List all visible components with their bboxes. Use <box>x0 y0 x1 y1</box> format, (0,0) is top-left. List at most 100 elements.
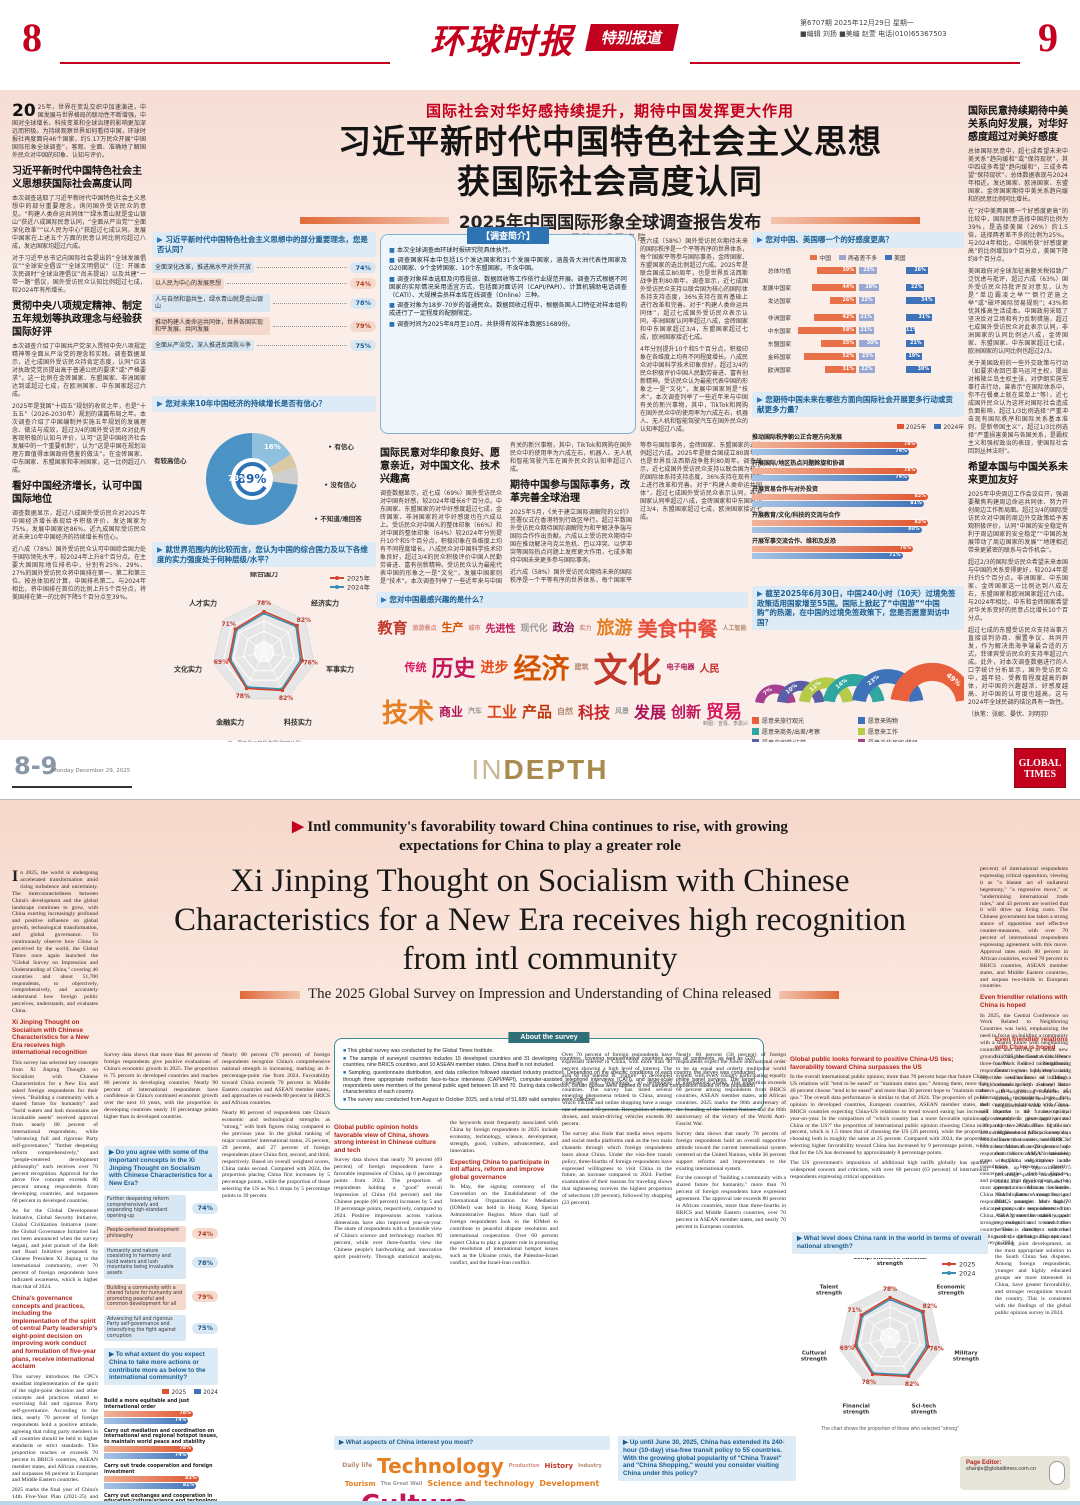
legend-item: 2025年 <box>896 422 926 431</box>
article-paragraph: 2025年是我国“十四五”规划的收官之年，也是“十五五”（2026-2030年）… <box>12 403 146 474</box>
action-bar: 74% <box>752 475 909 481</box>
article-paragraph: Nearly 60 percent (58 percent) of foreig… <box>676 1052 786 1128</box>
cloud-word: Industry <box>578 1462 602 1469</box>
article-paragraph: 20 25年，世界在变乱交织中加速演进，中国发展与世界格局的联动性不断增强，中国对… <box>12 101 146 160</box>
svg-text:69%: 69% <box>840 1344 854 1351</box>
favorability-row: 欧洲国家 31% 22% 30% <box>752 364 964 375</box>
en-column-9: Even friendlier relations with China is … <box>995 1032 1071 1452</box>
en-wordcloud: ▶ What aspects of China interest you mos… <box>334 1436 610 1505</box>
action-bar: 78% <box>104 1411 193 1417</box>
cloud-word: 建筑 <box>574 663 589 671</box>
about-survey-items: This global survey was conducted by the … <box>343 1048 755 1104</box>
list-item: The sample of surveyed countries include… <box>343 1056 755 1069</box>
action-bar-row: 开展教育/文化/科技的交流与合作 83% 80% <box>752 512 964 533</box>
chart-question: ▶ What level does China rank in the worl… <box>792 1232 988 1254</box>
bar-cell: 11% <box>906 326 958 334</box>
en-column-top-right: percent) of international respondents ex… <box>980 866 1068 1246</box>
action-bar: 78% <box>104 1446 193 1453</box>
bar-cell: 30% <box>859 339 903 347</box>
action-bar-row: 开展国际/地区热点问题斡旋和协调 78% 74% <box>752 460 964 481</box>
pill-bar-label: 以人民为中心的发展思想 <box>152 278 225 289</box>
cloud-word: 先进性 <box>485 623 516 635</box>
cloud-word: 自然 <box>557 706 573 716</box>
pill-bar-value: 79% <box>350 320 376 332</box>
pill-bar-row: Further deepening reform comprehensively… <box>104 1194 218 1222</box>
bar-cell: 26% <box>794 296 856 304</box>
cloud-word: 风景 <box>615 707 630 715</box>
leader-line <box>227 283 348 284</box>
pill-bar-label: People-centered development philosophy <box>104 1226 187 1242</box>
bar: 19% <box>906 352 922 360</box>
en-mid-columns: Global public opinion holds favorable vi… <box>334 1120 558 1428</box>
cloud-word: Tourism <box>344 1479 376 1488</box>
pill-bar-value: 78% <box>192 1257 218 1269</box>
pill-bar-value: 79% <box>192 1291 218 1303</box>
pill-bar-row: 全面从严治党，深入推进反腐败斗争 75% <box>152 340 376 351</box>
favorability-row: 东盟国家 35% 30% 21% <box>752 338 964 349</box>
row-label: 金砖国家 <box>767 354 791 361</box>
cloud-word: 美食中餐 <box>637 616 718 641</box>
bar: 22% <box>859 365 875 373</box>
cn-left-column: 20 25年，世界在变乱交织中加速演进，中国发展与世界格局的联动性不断增强，中国对… <box>12 101 146 732</box>
en-column-2: Survey data shows that more than 80 perc… <box>104 1052 218 1124</box>
special-report-badge: 特别报道 <box>585 24 679 51</box>
list-item: 调查对象样本选取及问卷投放、数据回收等工作依行业规范开展。调查方式根据不同国家的… <box>389 276 627 301</box>
action-bar: 78% <box>752 468 918 474</box>
pill-bar-row: 全面深化改革，推进高水平对外开放 74% <box>152 262 376 273</box>
article-heading: Xi Jinping Thought on Socialism with Chi… <box>12 1019 89 1057</box>
bar-cell: 21% <box>906 339 958 347</box>
cloud-word: History <box>544 1461 574 1470</box>
action-bar: 71% <box>752 553 903 559</box>
article-paragraph: 总体国际民意中，超七成希望未来中美关系“趋向缓和”或“保持现状”，其中四成多希望… <box>968 148 1068 203</box>
pill-bar-label: 全面深化改革，推进高水平对外开放 <box>152 262 255 273</box>
svg-text:78%: 78% <box>257 600 271 607</box>
chart-question: ▶ 您对中国、美国哪一个的好感度更高？ <box>752 232 964 248</box>
article-paragraph: Survey data shows that more than 80 perc… <box>104 1052 218 1121</box>
indepth-logo: INDEPTH <box>0 754 1080 786</box>
row-label: 总体均值 <box>767 268 791 275</box>
svg-text:2025: 2025 <box>959 1260 976 1268</box>
action-bar: 81% <box>104 1483 197 1490</box>
en-column-8: Global public looks forward to positive … <box>790 1052 988 1230</box>
action-bar-label: 开展军事交流合作、维和及反恐 <box>752 538 837 545</box>
row-label: 东盟国家 <box>767 341 791 348</box>
legend-item: 中国 <box>810 253 831 262</box>
list-item: 调查对象为18岁-70岁的普通民众。数据回收过程中，根据各国人口特征对样本组构成… <box>389 302 627 318</box>
legend-item: 愿意来商务/出差/考察 <box>752 727 858 736</box>
leader-line <box>257 345 348 346</box>
article-paragraph: percent) of international respondents ex… <box>980 866 1068 990</box>
article-paragraph: 美国政府对全球加征高额关税招致广泛忧虑与批评，超过六成（63%）国外受访民众持批… <box>968 268 1068 355</box>
legend-item: 愿意来旅行观光 <box>752 716 858 725</box>
en-main-section: ▶ Intl community's favorability toward C… <box>0 800 1080 1505</box>
svg-text:73%: 73% <box>228 474 247 483</box>
bar: 52% <box>804 352 856 360</box>
favorability-row: 发达国家 26% 22% 34% <box>752 295 964 306</box>
action-bar-label: Build a more equitable and just internat… <box>104 1399 190 1410</box>
chart-question: ▶ 习近平新时代中国特色社会主义思想中的部分重要理念，您是否认同？ <box>152 232 376 257</box>
bar: 11% <box>906 326 918 334</box>
cloud-word: 传统 <box>404 661 427 674</box>
bar-cell: 22% <box>859 296 903 304</box>
cn-graphics-credit: 制图：宣极、李嘉兴 <box>702 721 748 727</box>
article-heading: 希望本国与中国关系未来更加友好 <box>968 462 1068 486</box>
en-kicker-text: Intl community's favorability toward Chi… <box>307 819 788 854</box>
cn-survey-box-title: 【调查简介】 <box>466 227 550 244</box>
action-bar: 76% <box>752 546 914 552</box>
page-number-right: 9 <box>1038 15 1058 60</box>
favorability-row: 总体均值 39% 25% 26% <box>752 265 964 276</box>
cloud-word: 教育 <box>377 618 408 637</box>
bar-cell: 31% <box>906 313 958 321</box>
article-paragraph: （执笔：张妮、晏伏、刘明羽） <box>968 711 1053 718</box>
svg-text:人才实力: 人才实力 <box>189 598 217 607</box>
cn-visa-chart: ▶ 截至2025年6月30日，中国240小时（10天）过境免签政策适用国家增至5… <box>752 586 974 749</box>
article-heading: 习近平新时代中国特色社会主义思想获国际社会高度认同 <box>12 166 142 190</box>
svg-text:69%: 69% <box>214 659 228 666</box>
cn-concepts-chart: ▶ 习近平新时代中国特色社会主义思想中的部分重要理念，您是否认同？ 全面深化改革，… <box>152 232 376 356</box>
action-bar: 78% <box>752 442 918 448</box>
list-item: This global survey was conducted by the … <box>343 1048 755 1054</box>
